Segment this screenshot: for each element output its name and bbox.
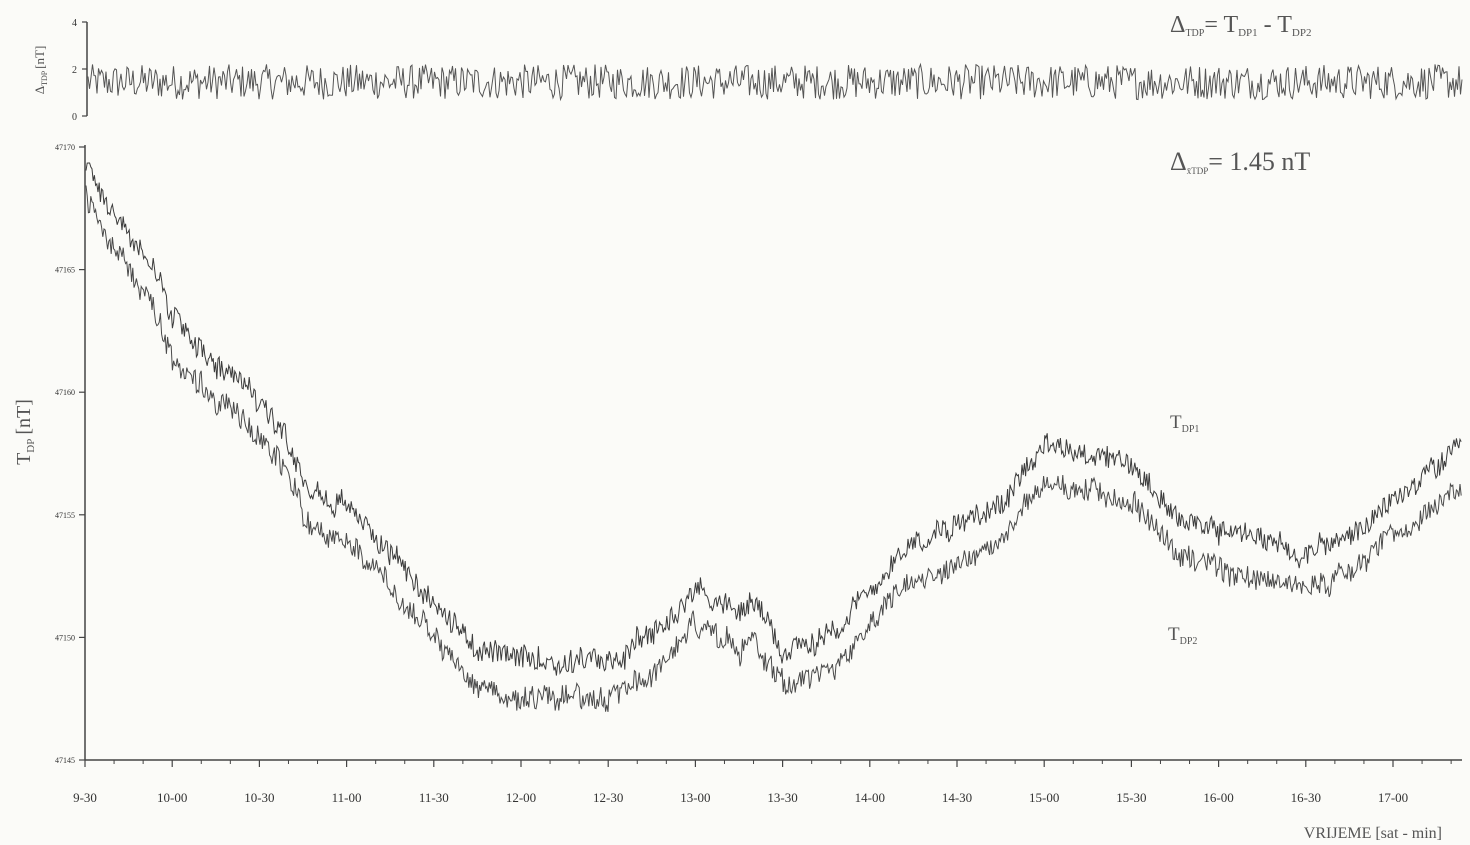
mean-annotation-sub: x̄TDP: [1187, 166, 1209, 176]
series-label-tdp2: TDP2: [1168, 624, 1197, 647]
diff-formula-minus: - T: [1258, 12, 1293, 38]
diff-series-line: [87, 62, 1463, 102]
main-x-ticks: 9-30 10-00 10-30 11-00 11-30 12-00 12-30 13-00 1…: [73, 760, 1452, 805]
main-x-tick-label-13: 16-00: [1203, 790, 1233, 805]
series-line-tdp2: [85, 185, 1462, 712]
diff-formula-delta-sub: TDP: [1185, 28, 1204, 39]
difference-panel: 024 ΔTDP[nT] ΔTDP= TDP1 - TDP2: [32, 12, 1463, 123]
main-x-tick-label-1: 10-00: [157, 790, 187, 805]
diff-formula-sub1: DP1: [1238, 27, 1258, 39]
mean-annotation-main: Δ: [1170, 147, 1187, 176]
main-y-tick-label-5: 47170: [55, 143, 75, 152]
main-x-tick-label-8: 13-30: [767, 790, 797, 805]
diff-y-label-sub: TDP: [40, 70, 49, 86]
diff-y-label-unit: [nT]: [32, 46, 47, 69]
main-x-tick-label-10: 14-30: [942, 790, 972, 805]
series-label-tdp1-main: T: [1170, 412, 1182, 433]
diff-y-ticks: 0 2 4: [72, 18, 87, 123]
diff-formula-delta: Δ: [1170, 12, 1185, 38]
diff-y-tick-label-1: 2: [72, 65, 77, 76]
main-x-tick-label-14: 16-30: [1291, 790, 1321, 805]
diff-y-label-main: Δ: [32, 86, 47, 94]
mean-annotation: Δx̄TDP= 1.45 nT: [1170, 147, 1310, 176]
diff-formula-eq: = T: [1204, 12, 1238, 38]
mean-annotation-value: = 1.45 nT: [1208, 147, 1310, 176]
main-x-tick-label-2: 10-30: [244, 790, 274, 805]
diff-y-tick-label-0: 0: [72, 112, 77, 123]
series-label-tdp1: TDP1: [1170, 412, 1199, 435]
main-x-tick-label-4: 11-30: [419, 790, 449, 805]
diff-y-tick-label-2: 4: [72, 18, 77, 29]
main-x-tick-label-6: 12-30: [593, 790, 623, 805]
main-y-label-unit: [nT]: [13, 399, 35, 435]
main-x-tick-label-5: 12-00: [506, 790, 536, 805]
main-x-tick-label-12: 15-30: [1116, 790, 1146, 805]
main-y-tick-label-3: 47160: [55, 388, 75, 397]
main-panel: 47145 47150 47155 47160 47165 47170 9-30 10-00…: [13, 143, 1462, 842]
main-x-tick-label-0: 9-30: [73, 790, 97, 805]
series-line-tdp1: [85, 162, 1462, 676]
main-y-ticks: 47145 47150 47155 47160 47165 47170: [55, 143, 85, 765]
main-x-tick-label-7: 13-00: [680, 790, 710, 805]
x-axis-label: VRIJEME [sat - min]: [1304, 825, 1442, 842]
main-x-tick-label-11: 15-00: [1029, 790, 1059, 805]
diff-formula: ΔTDP= TDP1 - TDP2: [1170, 12, 1311, 39]
series-label-tdp2-sub: DP2: [1180, 636, 1198, 647]
series-label-tdp2-main: T: [1168, 624, 1180, 645]
main-y-label: TDP [nT]: [13, 399, 37, 465]
diff-formula-sub2: DP2: [1292, 27, 1312, 39]
main-y-tick-label-4: 47165: [55, 266, 75, 275]
main-y-label-main: T: [13, 453, 35, 465]
main-y-label-sub: DP: [25, 439, 37, 453]
diff-y-label: ΔTDP[nT]: [32, 46, 49, 95]
main-y-tick-label-0: 47145: [55, 756, 75, 765]
main-y-tick-label-1: 47150: [55, 633, 75, 642]
series-label-tdp1-sub: DP1: [1182, 424, 1200, 435]
main-x-tick-label-3: 11-00: [332, 790, 362, 805]
main-x-tick-label-9: 14-00: [855, 790, 885, 805]
main-y-tick-label-2: 47155: [55, 511, 75, 520]
main-x-tick-label-15: 17-00: [1378, 790, 1408, 805]
